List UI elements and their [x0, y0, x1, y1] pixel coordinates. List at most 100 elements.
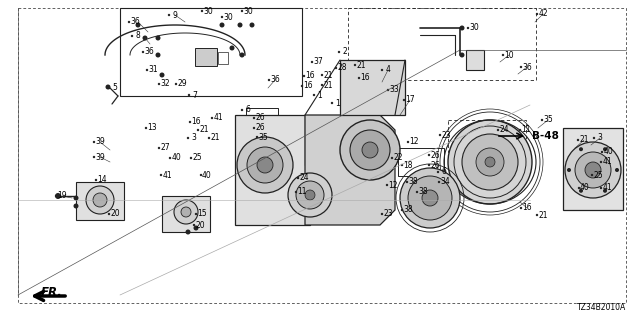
Circle shape [86, 186, 114, 214]
Circle shape [257, 157, 273, 173]
Circle shape [428, 154, 430, 156]
Text: 42: 42 [538, 10, 548, 19]
Circle shape [190, 157, 192, 159]
Text: 36: 36 [270, 76, 280, 84]
Text: 23: 23 [441, 131, 451, 140]
Text: 1: 1 [317, 91, 323, 100]
Circle shape [519, 129, 521, 131]
Text: 14: 14 [97, 175, 107, 185]
Text: 8: 8 [136, 31, 140, 41]
Circle shape [460, 26, 465, 30]
Text: 25: 25 [192, 154, 202, 163]
Text: 23: 23 [383, 210, 393, 219]
Circle shape [174, 200, 198, 224]
Circle shape [438, 181, 440, 183]
Text: 16: 16 [522, 204, 532, 212]
Bar [218, 52, 228, 64]
Circle shape [239, 52, 244, 58]
Polygon shape [235, 115, 310, 225]
Circle shape [200, 174, 202, 176]
Circle shape [74, 204, 79, 209]
Circle shape [250, 22, 255, 28]
Circle shape [391, 157, 393, 159]
Circle shape [208, 137, 210, 139]
Circle shape [416, 191, 418, 193]
Circle shape [108, 213, 110, 215]
Circle shape [485, 157, 495, 167]
Circle shape [387, 89, 389, 91]
Text: 37: 37 [313, 58, 323, 67]
Bar [348, 8, 536, 80]
Circle shape [55, 195, 57, 197]
Text: 38: 38 [403, 205, 413, 214]
Circle shape [241, 10, 243, 12]
Circle shape [340, 120, 400, 180]
Text: 33: 33 [389, 85, 399, 94]
Bar [563, 128, 623, 210]
Text: 20: 20 [195, 220, 205, 229]
Circle shape [195, 213, 197, 215]
Text: 31: 31 [148, 66, 158, 75]
Circle shape [579, 189, 583, 193]
Circle shape [211, 117, 213, 119]
Circle shape [106, 84, 111, 90]
Circle shape [331, 102, 333, 104]
Text: 22: 22 [393, 154, 403, 163]
Circle shape [401, 209, 403, 211]
Text: 36: 36 [522, 62, 532, 71]
Bar [466, 50, 484, 70]
Text: FR.: FR. [41, 285, 63, 299]
Circle shape [448, 120, 532, 204]
Circle shape [169, 157, 172, 159]
Bar [448, 120, 526, 152]
Circle shape [578, 187, 580, 189]
Text: 40: 40 [171, 154, 181, 163]
Circle shape [189, 121, 191, 123]
Text: B-48: B-48 [532, 131, 559, 141]
Text: 17: 17 [405, 95, 415, 105]
Circle shape [407, 141, 409, 143]
Text: 30: 30 [203, 6, 213, 15]
Circle shape [579, 147, 583, 151]
Bar [246, 108, 278, 142]
Text: 39: 39 [95, 153, 105, 162]
Text: 5: 5 [113, 84, 117, 92]
Circle shape [230, 45, 234, 51]
Text: 13: 13 [147, 124, 157, 132]
Circle shape [187, 137, 189, 139]
Text: 38: 38 [418, 188, 428, 196]
Circle shape [74, 196, 79, 201]
Circle shape [55, 193, 61, 199]
Bar [76, 182, 124, 220]
Text: 25: 25 [593, 171, 603, 180]
Bar [398, 148, 444, 176]
Text: 40: 40 [580, 183, 590, 193]
Text: 30: 30 [223, 12, 233, 21]
Circle shape [247, 147, 283, 183]
Circle shape [541, 119, 543, 121]
Circle shape [131, 35, 133, 37]
Circle shape [156, 36, 161, 41]
Circle shape [536, 214, 538, 216]
Circle shape [321, 74, 323, 76]
Text: 2: 2 [342, 47, 348, 57]
Circle shape [221, 16, 223, 18]
Circle shape [256, 136, 258, 138]
Circle shape [143, 36, 147, 41]
Circle shape [603, 147, 607, 151]
Circle shape [335, 67, 337, 69]
Circle shape [338, 51, 340, 53]
Text: 3: 3 [191, 133, 196, 142]
Text: 16: 16 [191, 117, 201, 126]
Circle shape [615, 168, 619, 172]
Text: 26: 26 [430, 150, 440, 159]
Text: 21: 21 [323, 70, 333, 79]
Circle shape [600, 187, 602, 189]
Circle shape [591, 174, 593, 176]
Circle shape [93, 141, 95, 143]
Circle shape [565, 142, 621, 198]
Circle shape [93, 193, 107, 207]
Text: 24: 24 [299, 173, 309, 182]
Text: 38: 38 [408, 178, 418, 187]
Circle shape [156, 52, 161, 58]
